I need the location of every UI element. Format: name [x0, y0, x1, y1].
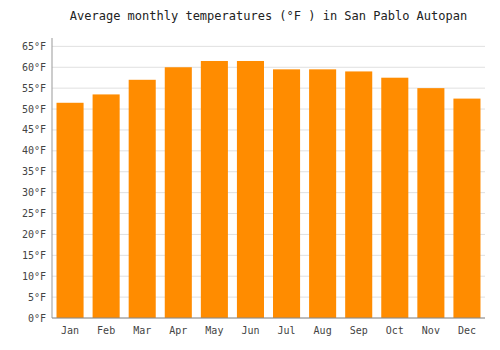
y-tick-label: 55°F: [22, 83, 46, 94]
x-tick-label: Oct: [386, 325, 404, 336]
bar: [237, 61, 264, 318]
grid-line: [52, 67, 485, 68]
bar: [57, 103, 84, 318]
y-tick-label: 50°F: [22, 104, 46, 115]
y-axis: 0°F 5°F 10°F 15°F 20°F 25°F 30°F 35°F 40°F 45°F 50…: [22, 41, 485, 324]
bar: [201, 61, 228, 318]
x-tick-label: Dec: [458, 325, 476, 336]
y-tick-label: 65°F: [22, 41, 46, 52]
y-tick-label: 30°F: [22, 187, 46, 198]
y-tick-label: 20°F: [22, 229, 46, 240]
grid-line: [52, 46, 485, 47]
x-tick-label: Jun: [241, 325, 259, 336]
bar: [129, 80, 156, 318]
bar: [309, 69, 336, 318]
y-tick-label: 25°F: [22, 208, 46, 219]
chart: Average monthly temperatures (°F ) in Sa…: [0, 0, 500, 350]
y-axis-line: [52, 38, 53, 318]
x-tick-label: Jan: [61, 325, 79, 336]
x-tick-label: Feb: [97, 325, 115, 336]
bars: [57, 61, 481, 318]
chart-container: Average monthly temperatures (°F ) in Sa…: [0, 0, 500, 350]
bar: [381, 78, 408, 318]
x-tick-label: May: [205, 325, 223, 336]
bar: [93, 94, 120, 318]
x-tick-label: Nov: [422, 325, 440, 336]
y-tick-label: 0°F: [28, 313, 46, 324]
x-tick-label: Jul: [278, 325, 296, 336]
title: Average monthly temperatures (°F ) in Sa…: [70, 9, 467, 23]
y-tick-label: 5°F: [28, 292, 46, 303]
x-tick-label: Aug: [314, 325, 332, 336]
y-tick-label: 10°F: [22, 271, 46, 282]
y-tick-label: 15°F: [22, 250, 46, 261]
x-tick-label: Sep: [350, 325, 368, 336]
bar: [165, 67, 192, 318]
grid-line: [52, 318, 485, 319]
x-axis: Jan Feb Mar Apr May Jun Jul Aug Sep Oct Nov Dec: [61, 325, 476, 336]
x-tick-label: Apr: [169, 325, 187, 336]
bar: [453, 99, 480, 318]
y-tick-label: 35°F: [22, 166, 46, 177]
x-tick-label: Mar: [133, 325, 151, 336]
bar: [417, 88, 444, 318]
y-tick-label: 40°F: [22, 145, 46, 156]
y-tick-label: 45°F: [22, 124, 46, 135]
bar: [345, 71, 372, 318]
x-axis-line: [52, 318, 485, 319]
bar: [273, 69, 300, 318]
y-tick-label: 60°F: [22, 62, 46, 73]
